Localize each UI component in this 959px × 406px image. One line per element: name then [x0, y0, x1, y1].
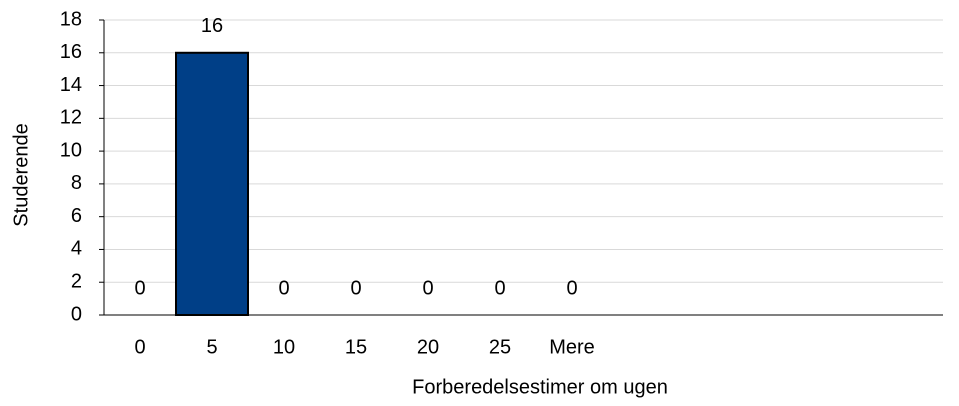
x-tick-label: 25: [489, 336, 511, 358]
x-axis-label: Forberedelsestimer om ugen: [412, 376, 668, 398]
data-label: 0: [422, 277, 433, 299]
y-tick-label: 2: [71, 271, 82, 293]
y-tick-label: 8: [71, 172, 82, 194]
data-label: 0: [278, 277, 289, 299]
y-axis-label: Studerende: [10, 123, 32, 226]
data-label: 0: [134, 277, 145, 299]
y-tick-label: 12: [60, 107, 82, 129]
x-tick-label: 15: [345, 336, 367, 358]
y-tick-label: 18: [60, 8, 82, 30]
data-label: 0: [350, 277, 361, 299]
data-label: 0: [566, 277, 577, 299]
bar: [175, 51, 249, 317]
y-tick-label: 16: [60, 41, 82, 63]
x-tick-label: 20: [417, 336, 439, 358]
y-tick-label: 4: [71, 238, 82, 260]
x-tick-label: 10: [273, 336, 295, 358]
x-tick-label: 5: [206, 336, 217, 358]
y-tick-label: 6: [71, 205, 82, 227]
y-tick-label: 14: [60, 74, 82, 96]
data-label: 0: [494, 277, 505, 299]
x-tick-label: 0: [134, 336, 145, 358]
y-tick-label: 0: [71, 303, 82, 325]
data-label: 16: [201, 15, 223, 37]
x-tick-label: Mere: [549, 336, 595, 358]
y-tick-label: 10: [60, 139, 82, 161]
